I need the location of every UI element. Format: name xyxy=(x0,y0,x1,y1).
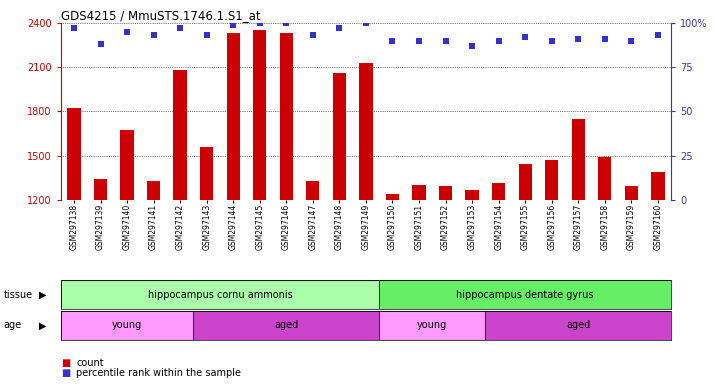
Text: hippocampus dentate gyrus: hippocampus dentate gyrus xyxy=(456,290,594,300)
Point xyxy=(360,20,371,26)
Bar xyxy=(200,147,213,200)
Point xyxy=(201,32,212,38)
Text: ■: ■ xyxy=(61,358,70,368)
Text: tissue: tissue xyxy=(4,290,33,300)
Bar xyxy=(518,164,532,200)
Bar xyxy=(280,33,293,200)
Point xyxy=(307,32,318,38)
Point xyxy=(333,25,345,31)
Text: percentile rank within the sample: percentile rank within the sample xyxy=(76,368,241,378)
Bar xyxy=(359,63,373,200)
Bar xyxy=(94,179,107,200)
Bar xyxy=(379,311,486,340)
Point xyxy=(599,36,610,42)
Bar xyxy=(545,160,558,200)
Point xyxy=(493,38,504,44)
Point xyxy=(121,29,133,35)
Text: young: young xyxy=(417,320,448,331)
Bar xyxy=(306,180,319,200)
Bar xyxy=(466,190,478,200)
Text: GDS4215 / MmuSTS.1746.1.S1_at: GDS4215 / MmuSTS.1746.1.S1_at xyxy=(61,9,261,22)
Bar xyxy=(61,280,379,309)
Bar xyxy=(572,119,585,200)
Text: young: young xyxy=(112,320,142,331)
Point xyxy=(546,38,558,44)
Bar xyxy=(174,70,187,200)
Bar xyxy=(651,172,665,200)
Point xyxy=(95,41,106,47)
Bar xyxy=(439,187,452,200)
Bar xyxy=(486,311,671,340)
Text: count: count xyxy=(76,358,104,368)
Text: ▶: ▶ xyxy=(39,290,47,300)
Text: ▶: ▶ xyxy=(39,320,47,331)
Bar xyxy=(147,180,160,200)
Point xyxy=(652,32,663,38)
Bar xyxy=(253,30,266,200)
Point xyxy=(466,43,478,49)
Bar xyxy=(379,280,671,309)
Point xyxy=(440,38,451,44)
Point xyxy=(148,32,159,38)
Point xyxy=(174,25,186,31)
Bar xyxy=(226,33,240,200)
Bar xyxy=(67,108,81,200)
Bar xyxy=(625,187,638,200)
Text: hippocampus cornu ammonis: hippocampus cornu ammonis xyxy=(148,290,292,300)
Point xyxy=(387,38,398,44)
Bar xyxy=(193,311,379,340)
Point xyxy=(69,25,80,31)
Bar xyxy=(333,73,346,200)
Bar xyxy=(413,185,426,200)
Bar xyxy=(121,131,134,200)
Point xyxy=(573,36,584,42)
Point xyxy=(625,38,637,44)
Bar xyxy=(61,311,193,340)
Text: age: age xyxy=(4,320,21,331)
Point xyxy=(281,20,292,26)
Bar xyxy=(386,194,399,200)
Text: ■: ■ xyxy=(61,368,70,378)
Point xyxy=(254,20,266,26)
Bar xyxy=(598,157,611,200)
Bar xyxy=(492,184,506,200)
Text: aged: aged xyxy=(566,320,590,331)
Text: aged: aged xyxy=(274,320,298,331)
Point xyxy=(228,22,239,28)
Point xyxy=(520,34,531,40)
Point xyxy=(413,38,425,44)
